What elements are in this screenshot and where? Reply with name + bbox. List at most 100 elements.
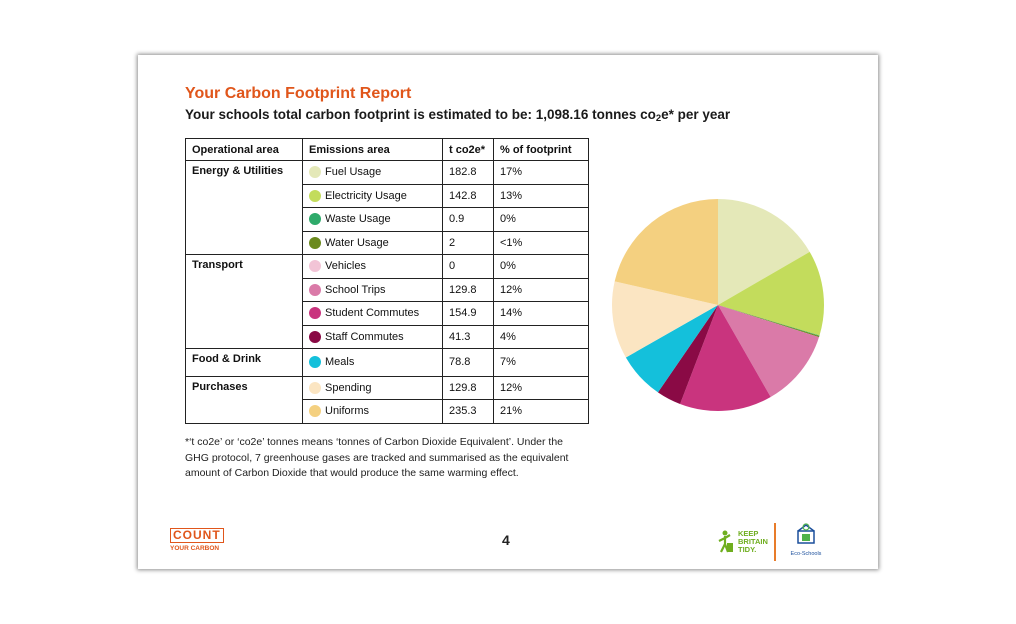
kbt-logo-text: KEEP BRITAIN TIDY. [738, 530, 768, 554]
emissions-area-label: School Trips [325, 283, 386, 296]
legend-swatch-icon [309, 166, 321, 179]
operational-area-cell: Purchases [185, 375, 303, 424]
header-emissions-area: Emissions area [302, 138, 443, 161]
tco2e-value-cell: 78.8 [442, 348, 494, 377]
table-row: Water Usage 2 <1% [186, 230, 589, 255]
legend-swatch-icon [309, 189, 321, 202]
pie-slice-uniforms [614, 199, 718, 305]
table-row: Uniforms 235.3 21% [186, 399, 589, 424]
kbt-line1: KEEP [738, 529, 759, 538]
tco2e-value-cell: 142.8 [442, 183, 494, 208]
legend-swatch-icon [309, 381, 321, 394]
emissions-area-label: Waste Usage [325, 213, 391, 226]
percent-value-cell: 12% [493, 277, 589, 302]
table-row: Food & Drink Meals 78.8 7% [185, 348, 589, 377]
tco2e-value-cell: 0.9 [442, 207, 494, 232]
tco2e-value-cell: 235.3 [442, 399, 494, 424]
count-logo-subtext: YOUR CARBON [170, 545, 220, 552]
table-row: Staff Commutes 41.3 4% [186, 324, 589, 349]
tco2e-value-cell: 41.3 [442, 324, 494, 349]
tco2e-value-cell: 129.8 [442, 277, 494, 302]
emissions-area-cell: School Trips [302, 277, 443, 302]
eco-schools-logo: Eco-Schools [790, 523, 822, 557]
legend-swatch-icon [309, 405, 321, 418]
emissions-area-label: Spending [325, 381, 372, 394]
emissions-area-label: Staff Commutes [325, 330, 404, 343]
table-row: Purchases Spending 129.8 12% [185, 375, 589, 424]
emissions-area-label: Uniforms [325, 405, 370, 418]
pie-slice-electricity-usage [718, 251, 824, 336]
legend-swatch-icon [309, 283, 321, 296]
kbt-line3: TIDY. [738, 545, 757, 554]
table-row: Student Commutes 154.9 14% [186, 301, 589, 326]
percent-value-cell: 4% [493, 324, 589, 349]
pie-slice-school-trips [718, 305, 820, 397]
pie-slice-staff-commutes [657, 305, 718, 404]
subtitle-suffix: e* per year [661, 107, 731, 122]
count-logo-text: COUNT [170, 528, 224, 543]
emissions-area-label: Electricity Usage [325, 189, 407, 202]
footprint-table: Operational area Emissions area t co2e* … [185, 138, 589, 424]
emissions-area-cell: Fuel Usage [302, 160, 443, 185]
emissions-area-label: Student Commutes [325, 307, 420, 320]
pie-slice-meals [625, 305, 718, 393]
percent-value-cell: 13% [493, 183, 589, 208]
table-body: Energy & Utilities Fuel Usage 182.8 17% Elec… [185, 160, 589, 424]
tco2e-value-cell: 2 [442, 230, 494, 255]
percent-value-cell: 17% [493, 160, 589, 185]
table-row: Energy & Utilities Fuel Usage 182.8 17% [185, 160, 589, 255]
legend-swatch-icon [309, 236, 321, 249]
header-operational-area: Operational area [185, 138, 303, 161]
tidyman-icon [718, 530, 733, 553]
operational-area-cell: Transport [185, 254, 303, 349]
emissions-area-cell: Student Commutes [302, 301, 443, 326]
tco2e-value-cell: 182.8 [442, 160, 494, 185]
eco-schools-text: Eco-Schools [790, 551, 822, 557]
emissions-area-label: Water Usage [325, 236, 389, 249]
header-percent: % of footprint [493, 138, 589, 161]
footprint-pie-chart [612, 199, 824, 411]
legend-swatch-icon [309, 356, 321, 369]
operational-area-cell: Energy & Utilities [185, 160, 303, 255]
percent-value-cell: 0% [493, 254, 589, 279]
percent-value-cell: <1% [493, 230, 589, 255]
emissions-area-label: Vehicles [325, 260, 366, 273]
percent-value-cell: 0% [493, 207, 589, 232]
footnote: *‘t co2e’ or ‘co2e’ tonnes means ‘tonnes… [185, 436, 569, 479]
page-title: Your Carbon Footprint Report [185, 85, 412, 102]
page-subtitle: Your schools total carbon footprint is e… [185, 107, 731, 124]
operational-area-cell: Food & Drink [185, 348, 303, 377]
legend-swatch-icon [309, 260, 321, 273]
eco-schools-icon [797, 523, 815, 544]
emissions-area-cell: Electricity Usage [302, 183, 443, 208]
table-row: School Trips 129.8 12% [186, 277, 589, 302]
kbt-line2: BRITAIN [738, 537, 768, 546]
report-page: Your Carbon Footprint Report Your school… [138, 55, 878, 569]
percent-value-cell: 21% [493, 399, 589, 424]
pie-slice-fuel-usage [718, 199, 810, 305]
pie-slice-waste-usage [718, 305, 820, 337]
percent-value-cell: 14% [493, 301, 589, 326]
tco2e-value-cell: 129.8 [442, 375, 494, 400]
legend-swatch-icon [309, 213, 321, 226]
emissions-area-cell: Meals [302, 348, 443, 377]
subtitle-sub: 2 [655, 113, 662, 124]
logo-divider [774, 523, 776, 561]
table-row: Waste Usage 0.9 0% [186, 207, 589, 232]
tco2e-value-cell: 0 [442, 254, 494, 279]
legend-swatch-icon [309, 330, 321, 343]
table-row: Transport Vehicles 0 0% [185, 254, 589, 349]
pie-slice-water-usage [718, 305, 820, 338]
keep-britain-tidy-logo: KEEP BRITAIN TIDY. [716, 525, 768, 559]
header-tco2e: t co2e* [442, 138, 494, 161]
emissions-area-cell: Staff Commutes [302, 324, 443, 349]
page-number: 4 [502, 532, 510, 548]
percent-value-cell: 7% [493, 348, 589, 377]
emissions-area-cell: Spending [302, 375, 443, 400]
emissions-area-cell: Uniforms [302, 399, 443, 424]
pie-slice-student-commutes [680, 305, 771, 411]
pie-slice-spending [612, 281, 718, 358]
emissions-area-cell: Water Usage [302, 230, 443, 255]
percent-value-cell: 12% [493, 375, 589, 400]
emissions-area-label: Meals [325, 356, 355, 369]
